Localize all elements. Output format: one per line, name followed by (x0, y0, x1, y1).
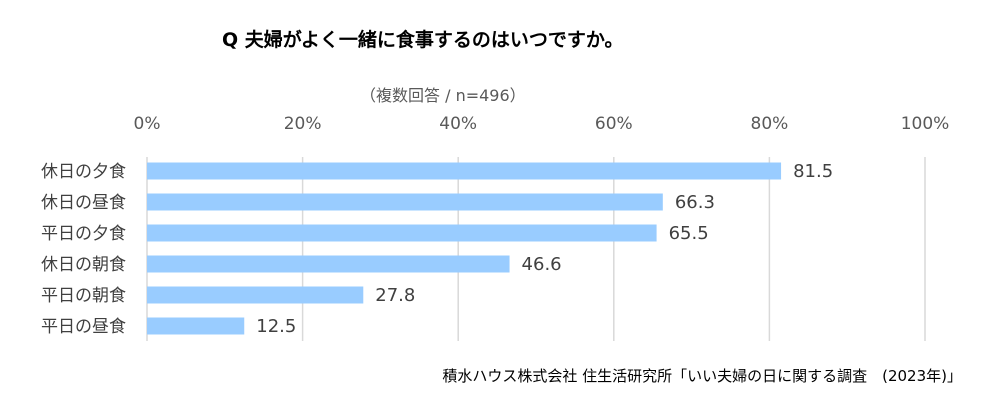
bar (147, 317, 245, 335)
chart-title: Q 夫婦がよく一緒に食事するのはいつですか。 (222, 28, 623, 51)
source-note: 積水ハウス株式会社 住生活研究所「いい夫婦の日に関する調査 (2023年)」 (442, 367, 962, 385)
bar (147, 286, 364, 304)
x-tick-label: 80% (751, 114, 789, 134)
data-label: 27.8 (375, 285, 415, 306)
category-label: 平日の朝食 (41, 286, 126, 306)
category-label: 平日の夕食 (41, 224, 126, 244)
data-label: 46.6 (522, 254, 562, 275)
data-label: 81.5 (793, 161, 833, 182)
data-label: 12.5 (256, 316, 296, 337)
data-label: 65.5 (669, 223, 709, 244)
category-label: 休日の夕食 (41, 162, 126, 182)
x-tick-label: 0% (134, 114, 161, 134)
bar (147, 255, 510, 273)
category-label: 休日の昼食 (41, 193, 126, 213)
category-label: 休日の朝食 (41, 255, 126, 275)
category-label: 平日の昼食 (41, 317, 126, 337)
bar (147, 224, 657, 242)
chart-subtitle: （複数回答 / n=496） (360, 86, 526, 105)
x-tick-label: 40% (439, 114, 477, 134)
data-label: 66.3 (675, 192, 715, 213)
x-tick-label: 20% (284, 114, 322, 134)
bar (147, 162, 782, 180)
x-tick-label: 60% (595, 114, 633, 134)
x-tick-label: 100% (901, 114, 950, 134)
bar (147, 193, 663, 211)
